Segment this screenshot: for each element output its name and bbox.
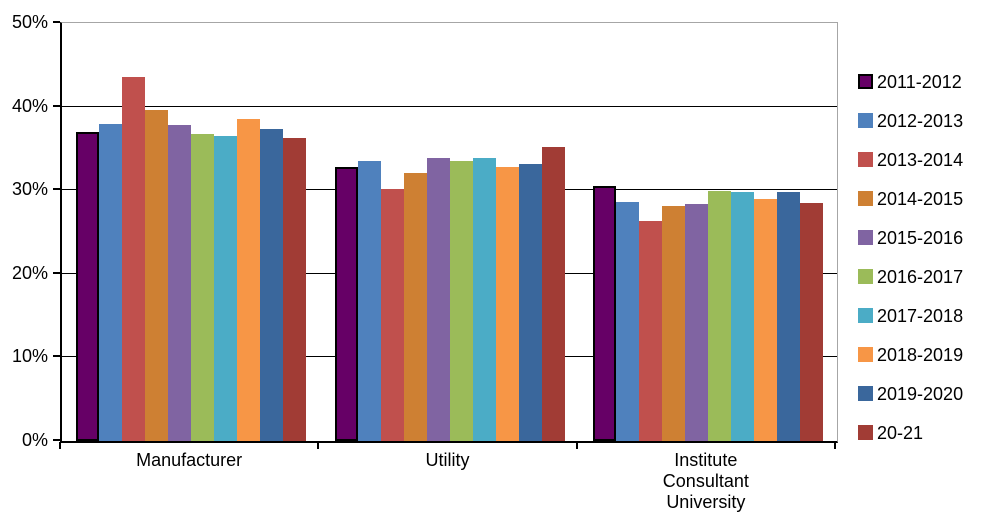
bar-2016-2017-manufacturer <box>191 134 215 441</box>
legend-item-2015-2016: 2015-2016 <box>858 218 963 257</box>
legend-swatch <box>858 152 873 167</box>
legend-swatch <box>858 425 873 440</box>
legend-swatch <box>858 386 873 401</box>
y-axis-tick <box>53 21 60 23</box>
bar-2018-2019-institute-consultant-university <box>753 199 777 441</box>
bar-2016-2017-utility <box>449 160 473 441</box>
category-label: Institute Consultant University <box>663 450 749 513</box>
bar-2014-2015-institute-consultant-university <box>661 206 685 441</box>
legend-item-2017-2018: 2017-2018 <box>858 296 963 335</box>
legend-label: 20-21 <box>877 422 924 443</box>
y-axis-tick <box>53 271 60 274</box>
legend-swatch <box>858 269 873 284</box>
y-axis-tick-label: 40% <box>11 95 48 116</box>
y-axis-tick-label: 20% <box>11 262 48 283</box>
bar-2013-2014-institute-consultant-university <box>638 221 662 441</box>
bar-2014-2015-manufacturer <box>145 109 169 441</box>
y-axis-tick-label: 10% <box>11 346 48 367</box>
legend-label: 2013-2014 <box>877 149 964 170</box>
bar-2018-2019-utility <box>495 166 519 441</box>
bar-2019-2020-institute-consultant-university <box>776 191 800 441</box>
bar-2015-2016-manufacturer <box>168 125 192 441</box>
bar-2019-2020-manufacturer <box>260 129 284 441</box>
legend-label: 2016-2017 <box>877 266 964 287</box>
bar-2011-2012-utility <box>334 166 358 441</box>
bar-2012-2013-utility <box>357 160 381 441</box>
bar-2017-2018-manufacturer <box>214 135 238 441</box>
y-axis-tick-label: 0% <box>21 430 48 450</box>
legend-label: 2012-2013 <box>877 110 964 131</box>
legend-swatch <box>858 74 873 89</box>
bar-20-21-utility <box>541 146 565 441</box>
legend-swatch <box>858 347 873 362</box>
legend-label: 2019-2020 <box>877 383 964 404</box>
category-label-line: University <box>666 492 746 512</box>
x-axis-tick <box>834 442 836 449</box>
category-label-line: Utility <box>425 450 470 470</box>
bar-2018-2019-manufacturer <box>237 119 261 441</box>
bar-2011-2012-manufacturer <box>76 131 100 441</box>
bar-2014-2015-utility <box>403 172 427 441</box>
bar-2015-2016-utility <box>426 158 450 441</box>
legend-label: 2011-2012 <box>877 71 962 92</box>
legend-item-2018-2019: 2018-2019 <box>858 335 963 374</box>
plot-area <box>60 22 838 443</box>
bar-2012-2013-manufacturer <box>99 124 123 441</box>
legend-item-2014-2015: 2014-2015 <box>858 179 963 218</box>
x-axis-tick <box>317 442 320 449</box>
y-axis-tick <box>53 188 60 191</box>
category-label: Utility <box>426 450 470 471</box>
legend: 2011-2012 2012-2013 2013-2014 2014-2015 2015… <box>858 62 963 452</box>
legend-swatch <box>858 308 873 323</box>
legend-label: 2017-2018 <box>877 305 964 326</box>
bar-2012-2013-institute-consultant-university <box>615 201 639 441</box>
category-label-line: Manufacturer <box>136 450 243 470</box>
bar-2013-2014-utility <box>380 188 404 441</box>
legend-item-2016-2017: 2016-2017 <box>858 257 963 296</box>
legend-swatch <box>858 191 873 206</box>
legend-label: 2015-2016 <box>877 227 964 248</box>
x-axis-tick <box>59 442 61 449</box>
bar-2017-2018-utility <box>472 158 496 441</box>
legend-item-20-21: 20-21 <box>858 413 963 452</box>
y-axis-tick <box>53 439 60 441</box>
y-axis-tick <box>53 104 60 107</box>
legend-label: 2014-2015 <box>877 188 964 209</box>
legend-item-2011-2012: 2011-2012 <box>858 62 963 101</box>
legend-swatch <box>858 230 873 245</box>
category-label: Manufacturer <box>136 450 242 471</box>
y-axis-tick-label: 50% <box>11 12 48 32</box>
gridline-40 <box>62 105 837 107</box>
bar-2016-2017-institute-consultant-university <box>707 191 731 441</box>
legend-item-2019-2020: 2019-2020 <box>858 374 963 413</box>
y-axis-tick-label: 30% <box>11 179 48 200</box>
bar-20-21-manufacturer <box>283 137 307 441</box>
bar-2013-2014-manufacturer <box>122 76 146 441</box>
bar-20-21-institute-consultant-university <box>799 202 823 441</box>
x-axis-tick <box>575 442 578 449</box>
category-label-line: Consultant <box>662 471 749 491</box>
legend-item-2013-2014: 2013-2014 <box>858 140 963 179</box>
bar-2019-2020-utility <box>518 164 542 441</box>
legend-label: 2018-2019 <box>877 344 964 365</box>
legend-swatch <box>858 113 873 128</box>
bar-2011-2012-institute-consultant-university <box>592 186 616 441</box>
y-axis-tick <box>53 355 60 358</box>
legend-item-2012-2013: 2012-2013 <box>858 101 963 140</box>
category-label-line: Institute <box>674 450 738 470</box>
bar-2017-2018-institute-consultant-university <box>730 191 754 441</box>
bar-2015-2016-institute-consultant-university <box>684 203 708 441</box>
